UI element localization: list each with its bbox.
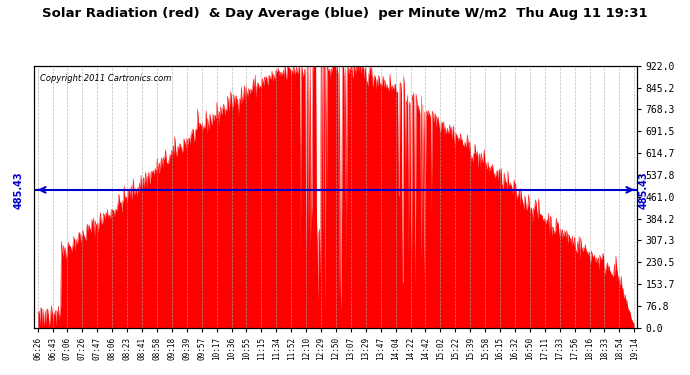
Text: 485.43: 485.43 — [639, 171, 649, 208]
Text: 485.43: 485.43 — [14, 171, 24, 208]
Text: Solar Radiation (red)  & Day Average (blue)  per Minute W/m2  Thu Aug 11 19:31: Solar Radiation (red) & Day Average (blu… — [42, 8, 648, 21]
Text: Copyright 2011 Cartronics.com: Copyright 2011 Cartronics.com — [40, 74, 171, 82]
